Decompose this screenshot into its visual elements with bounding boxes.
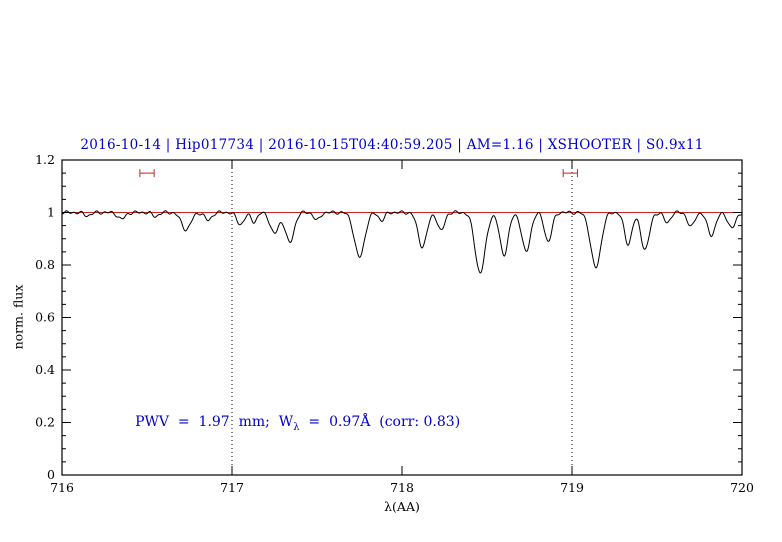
y-tick-label: 0 bbox=[47, 467, 55, 482]
x-axis-label: λ(AA) bbox=[384, 499, 420, 514]
y-tick-label: 1.2 bbox=[35, 152, 55, 167]
y-tick-label: 0.4 bbox=[35, 362, 55, 377]
pwv-annotation: PWV = 1.97 mm; Wλ = 0.97Å (corr: 0.83) bbox=[135, 414, 460, 433]
annotation-prefix: PWV = 1.97 mm; W bbox=[135, 413, 294, 430]
annotation-subscript: λ bbox=[293, 421, 300, 433]
x-tick-label: 717 bbox=[220, 480, 244, 495]
y-tick-label: 0.6 bbox=[35, 310, 55, 325]
x-tick-label: 718 bbox=[390, 480, 414, 495]
x-tick-label: 720 bbox=[730, 480, 754, 495]
y-axis-label: norm. flux bbox=[10, 284, 26, 350]
y-tick-label: 1 bbox=[47, 205, 55, 220]
annotation-suffix: = 0.97Å (corr: 0.83) bbox=[299, 413, 461, 430]
chart-title: 2016-10-14 | Hip017734 | 2016-10-15T04:4… bbox=[80, 137, 704, 153]
x-tick-label: 716 bbox=[50, 480, 74, 495]
x-tick-label: 719 bbox=[560, 480, 584, 495]
spectrum-curve bbox=[61, 210, 743, 274]
y-tick-label: 0.2 bbox=[35, 415, 55, 430]
y-tick-label: 0.8 bbox=[35, 257, 55, 272]
